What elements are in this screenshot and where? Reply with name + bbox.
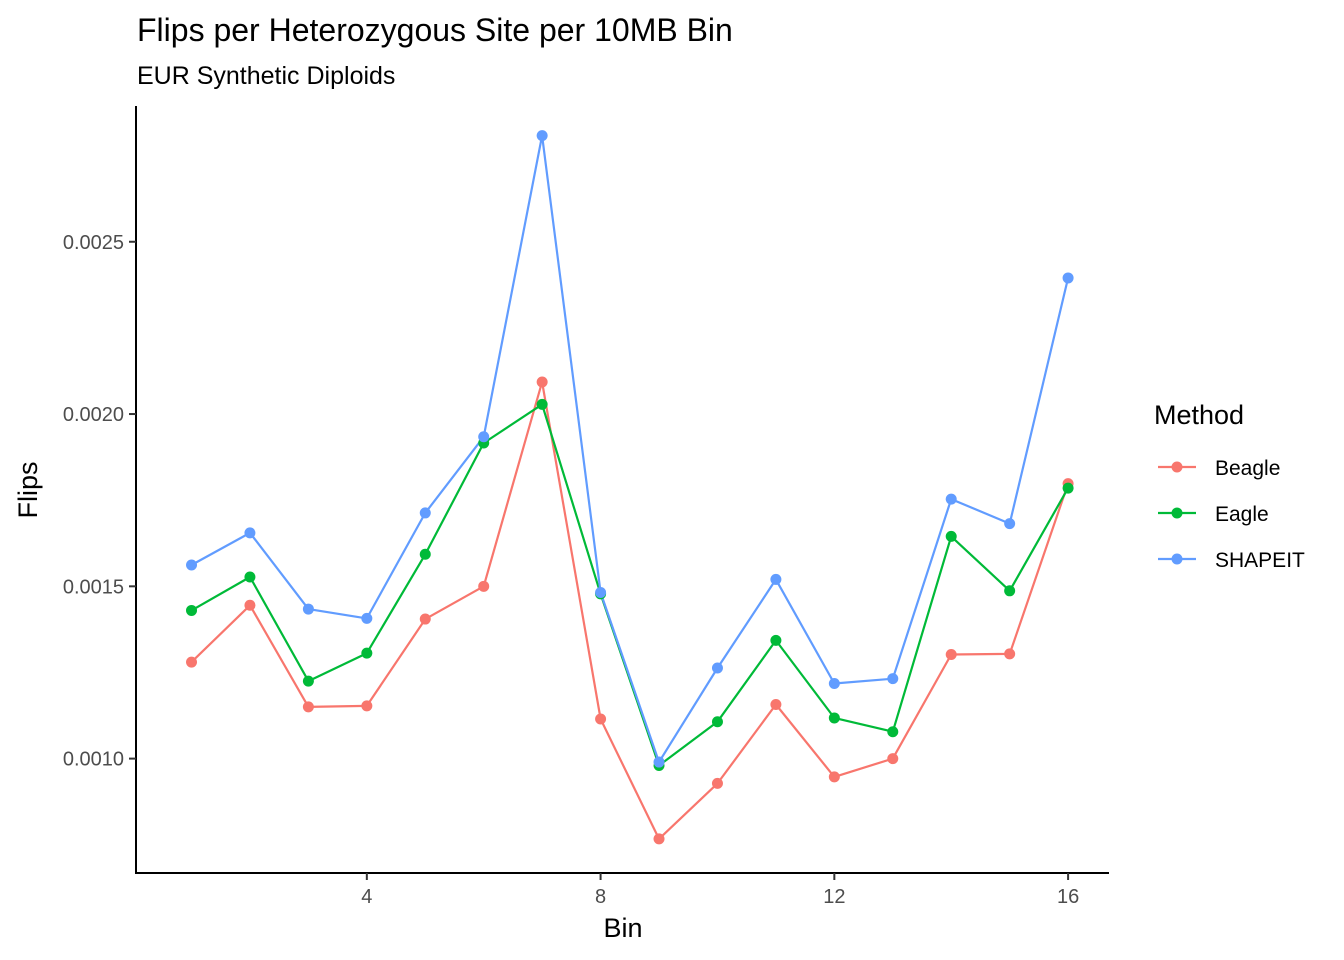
data-point-shapeit — [478, 431, 490, 443]
x-axis-title: Bin — [603, 913, 642, 943]
data-point-shapeit — [711, 662, 723, 674]
data-point-shapeit — [945, 493, 957, 505]
data-point-shapeit — [361, 612, 373, 624]
y-tick-label: 0.0015 — [63, 576, 124, 598]
x-tick-label: 4 — [361, 886, 372, 908]
data-point-shapeit — [1062, 272, 1074, 284]
data-point-eagle — [536, 398, 548, 410]
series-layer — [186, 130, 1074, 845]
legend-label-eagle: Eagle — [1215, 503, 1269, 526]
data-point-beagle — [1004, 648, 1016, 660]
y-axis-title: Flips — [13, 461, 43, 518]
data-point-beagle — [595, 713, 607, 725]
data-point-shapeit — [302, 603, 314, 615]
data-point-eagle — [419, 548, 431, 560]
data-point-beagle — [478, 580, 490, 592]
data-point-eagle — [770, 634, 782, 646]
data-point-shapeit — [1004, 518, 1016, 530]
data-point-beagle — [945, 649, 957, 661]
series-line-shapeit — [190, 134, 1070, 764]
legend-point-shapeit — [1171, 553, 1183, 565]
y-ticks: 0.0010 0.0015 0.0020 0.0025 — [63, 232, 136, 771]
data-point-shapeit — [887, 673, 899, 685]
data-point-eagle — [1004, 585, 1016, 597]
plot-area: 0.0010 0.0015 0.0020 0.0025 4 8 12 16 — [63, 106, 1109, 908]
data-point-beagle — [186, 656, 198, 668]
data-point-shapeit — [419, 507, 431, 519]
data-point-beagle — [361, 700, 373, 712]
data-point-beagle — [828, 771, 840, 783]
data-point-shapeit — [536, 130, 548, 142]
chart-title: Flips per Heterozygous Site per 10MB Bin — [137, 12, 733, 48]
data-point-beagle — [770, 699, 782, 711]
data-point-shapeit — [244, 527, 256, 539]
data-point-eagle — [887, 726, 899, 738]
y-tick-label: 0.0025 — [63, 232, 124, 254]
data-point-eagle — [945, 530, 957, 542]
legend-point-eagle — [1171, 507, 1183, 519]
series-line-beagle — [190, 380, 1070, 841]
x-tick-label: 16 — [1057, 886, 1079, 908]
legend-items: Beagle Eagle SHAPEIT — [1158, 457, 1305, 572]
data-point-eagle — [186, 604, 198, 616]
data-point-eagle — [244, 571, 256, 583]
legend-point-beagle — [1171, 461, 1183, 473]
y-tick-label: 0.0020 — [63, 404, 124, 426]
x-tick-label: 8 — [595, 886, 606, 908]
data-point-eagle — [828, 712, 840, 724]
data-point-beagle — [711, 777, 723, 789]
x-ticks: 4 8 12 16 — [361, 873, 1079, 908]
data-point-shapeit — [828, 677, 840, 689]
data-point-beagle — [653, 833, 665, 845]
series-line-eagle — [190, 403, 1070, 767]
data-point-shapeit — [770, 573, 782, 585]
data-point-beagle — [244, 599, 256, 611]
chart-subtitle: EUR Synthetic Diploids — [137, 62, 395, 90]
legend-label-shapeit: SHAPEIT — [1215, 549, 1305, 572]
data-point-eagle — [302, 675, 314, 687]
data-point-beagle — [302, 701, 314, 713]
data-point-beagle — [536, 376, 548, 388]
legend-title: Method — [1154, 400, 1244, 430]
data-point-eagle — [361, 647, 373, 659]
data-point-beagle — [419, 613, 431, 625]
y-tick-label: 0.0010 — [63, 749, 124, 771]
legend-label-beagle: Beagle — [1215, 457, 1280, 480]
x-tick-label: 12 — [823, 886, 845, 908]
data-point-eagle — [1062, 482, 1074, 494]
data-point-shapeit — [653, 756, 665, 768]
data-point-shapeit — [186, 559, 198, 571]
data-point-shapeit — [595, 587, 607, 599]
data-point-beagle — [887, 753, 899, 765]
legend: Method Beagle Eagle SHAPEIT — [1154, 400, 1305, 572]
data-point-eagle — [711, 716, 723, 728]
